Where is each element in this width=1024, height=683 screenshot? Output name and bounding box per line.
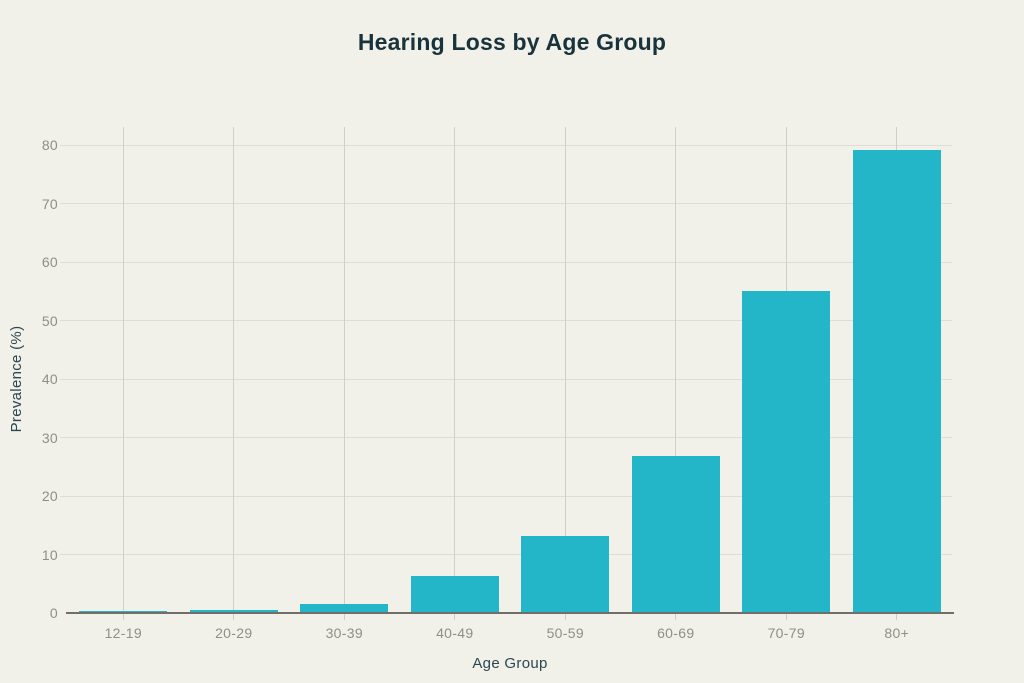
x-tick-label-12-19: 12-19 bbox=[104, 625, 142, 641]
y-tick-label-0: 0 bbox=[49, 605, 58, 621]
x-gridline-12-19 bbox=[122, 127, 124, 613]
y-gridline-40 bbox=[60, 378, 952, 380]
y-tick-label-20: 20 bbox=[41, 488, 58, 504]
x-tick-label-30-39: 30-39 bbox=[325, 625, 363, 641]
x-gridline-50-59 bbox=[564, 127, 566, 613]
bar-80+ bbox=[852, 150, 941, 613]
x-tick-label-50-59: 50-59 bbox=[546, 625, 584, 641]
y-tick-label-40: 40 bbox=[41, 371, 58, 387]
x-tick-mark-80+ bbox=[896, 614, 898, 620]
x-tick-mark-50-59 bbox=[564, 614, 566, 620]
x-tick-label-40-49: 40-49 bbox=[436, 625, 474, 641]
x-tick-mark-30-39 bbox=[343, 614, 345, 620]
x-tick-label-80+: 80+ bbox=[884, 625, 910, 641]
bar-20-29 bbox=[189, 610, 278, 613]
y-tick-label-60: 60 bbox=[41, 254, 58, 270]
x-tick-mark-60-69 bbox=[675, 614, 677, 620]
y-tick-label-70: 70 bbox=[41, 195, 58, 212]
x-gridline-30-39 bbox=[343, 127, 345, 613]
chart-title: Hearing Loss by Age Group bbox=[357, 29, 667, 55]
x-gridline-20-29 bbox=[233, 127, 235, 613]
y-gridline-60 bbox=[60, 261, 952, 263]
y-tick-label-30: 30 bbox=[41, 429, 58, 446]
y-tick-label-10: 10 bbox=[41, 546, 58, 563]
bar-70-79 bbox=[742, 290, 831, 613]
y-tick-label-80: 80 bbox=[41, 137, 58, 153]
bar-30-39 bbox=[300, 604, 389, 613]
x-tick-mark-70-79 bbox=[785, 614, 787, 620]
y-gridline-20 bbox=[60, 495, 952, 497]
x-tick-label-70-79: 70-79 bbox=[767, 625, 805, 641]
bar-60-69 bbox=[631, 456, 720, 613]
x-axis-line bbox=[66, 612, 954, 614]
x-tick-mark-20-29 bbox=[233, 614, 235, 620]
bar-40-49 bbox=[410, 576, 499, 613]
x-gridline-60-69 bbox=[675, 127, 677, 613]
x-tick-label-20-29: 20-29 bbox=[215, 625, 253, 641]
bar-50-59 bbox=[521, 536, 610, 613]
x-tick-label-60-69: 60-69 bbox=[657, 625, 695, 641]
y-gridline-70 bbox=[60, 203, 952, 204]
y-gridline-30 bbox=[60, 437, 952, 438]
x-axis-title: Age Group bbox=[472, 655, 548, 672]
y-gridline-50 bbox=[60, 320, 952, 321]
y-gridline-10 bbox=[60, 554, 952, 555]
y-gridline-80 bbox=[60, 144, 952, 146]
x-gridline-40-49 bbox=[454, 127, 456, 613]
x-tick-mark-12-19 bbox=[122, 614, 124, 620]
x-tick-mark-40-49 bbox=[454, 614, 456, 620]
y-tick-label-50: 50 bbox=[41, 312, 58, 329]
